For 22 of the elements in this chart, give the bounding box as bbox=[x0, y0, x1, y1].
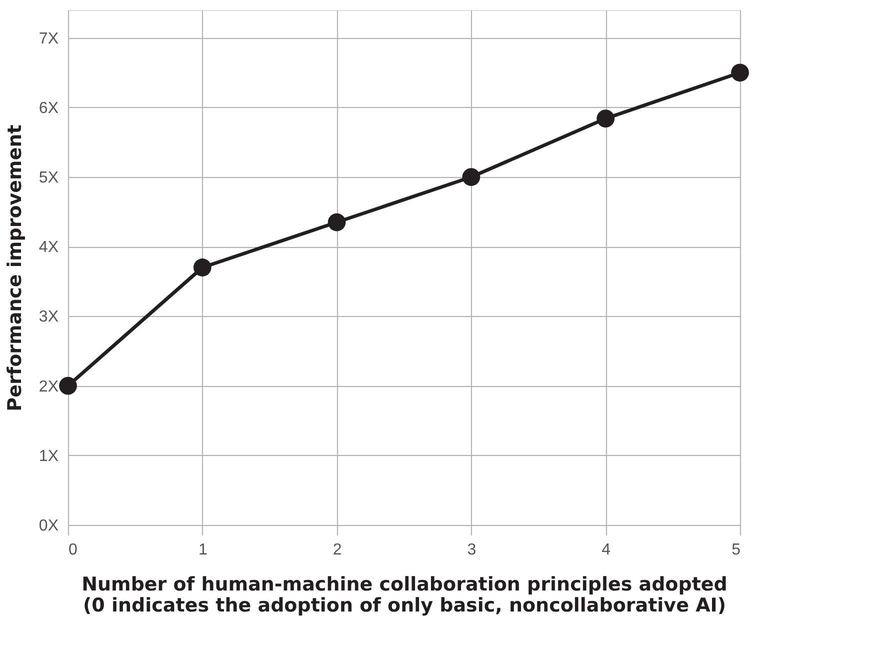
point bbox=[59, 376, 77, 395]
point bbox=[328, 213, 346, 232]
y-tick-label: 1X bbox=[38, 448, 59, 465]
y-axis-title: Performance improvement bbox=[4, 124, 26, 412]
y-tick-label: 4X bbox=[38, 239, 59, 256]
x-tick-label: 0 bbox=[68, 542, 78, 558]
point bbox=[193, 258, 212, 276]
point bbox=[731, 64, 749, 82]
y-tick-label: 0X bbox=[38, 518, 59, 534]
point bbox=[462, 168, 480, 186]
x-tick-label: 3 bbox=[467, 542, 476, 558]
y-tick-label: 2X bbox=[38, 378, 59, 396]
x-tick-label: 2 bbox=[332, 542, 342, 558]
x-axis-title: Number of human-machine collaboration principles adopted (0 indicates the adoption of only basic, noncollaborative AI) bbox=[82, 574, 728, 616]
x-tick-label: 1 bbox=[198, 542, 208, 558]
y-tick-label: 6X bbox=[38, 100, 59, 117]
y-tick-label: 3X bbox=[38, 308, 59, 326]
y-tick-label: 5X bbox=[38, 170, 59, 187]
point bbox=[596, 110, 615, 128]
x-tick-label: 5 bbox=[732, 542, 741, 558]
y-tick-label: 7X bbox=[38, 30, 59, 48]
x-tick-label: 4 bbox=[602, 542, 611, 558]
